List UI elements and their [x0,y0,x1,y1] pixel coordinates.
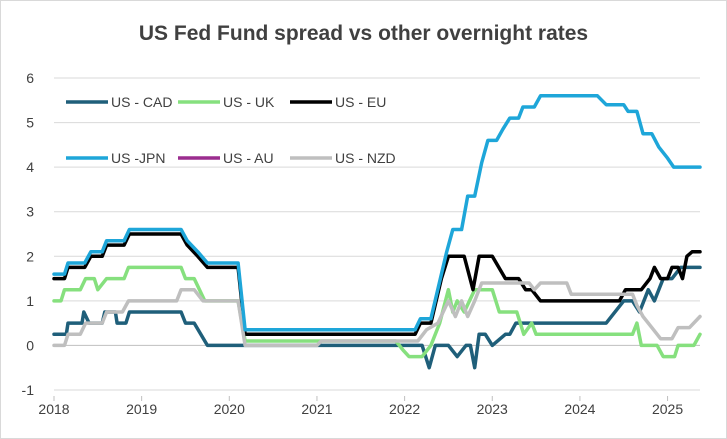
legend-label-0: US - CAD [111,94,172,110]
legend-label-4: US - AU [223,150,274,166]
series-line-0 [52,265,702,370]
y-tick-label: 1 [26,293,34,309]
legend-label-2: US - EU [335,94,386,110]
plot-lines [52,94,702,370]
y-tick-label: -1 [22,382,35,398]
legend-label-1: US - UK [223,94,275,110]
chart-title: US Fed Fund spread vs other overnight ra… [138,22,589,45]
legend-label-3: US -JPN [111,150,165,166]
y-tick-label: 5 [26,115,34,131]
x-tick-label: 2025 [652,401,683,417]
x-tick-label: 2019 [126,401,157,417]
x-tick-label: 2020 [214,401,245,417]
legend-label-5: US - NZD [335,150,396,166]
y-tick-label: 3 [26,204,34,220]
y-tick-label: 6 [26,70,34,86]
series-line-2 [52,232,702,337]
x-tick-label: 2024 [564,401,595,417]
legend: US - CAD US - UK US - EU US -JPN US - AU US -… [66,94,396,166]
series-line-1 [52,265,702,359]
series-line-3 [52,94,702,332]
x-tick-label: 2022 [389,401,420,417]
gridlines [54,77,700,391]
y-tick-label: 4 [26,159,34,175]
x-tick-label: 2021 [301,401,332,417]
x-axis: 2018 2019 2020 2021 2022 2023 2024 2025 [38,396,683,417]
y-tick-label: 2 [26,248,34,264]
x-tick-label: 2018 [38,401,69,417]
series-line-5 [52,281,702,348]
y-tick-label: 0 [26,337,34,353]
y-axis: -1 0 1 2 3 4 5 6 [22,70,35,398]
x-tick-label: 2023 [477,401,508,417]
